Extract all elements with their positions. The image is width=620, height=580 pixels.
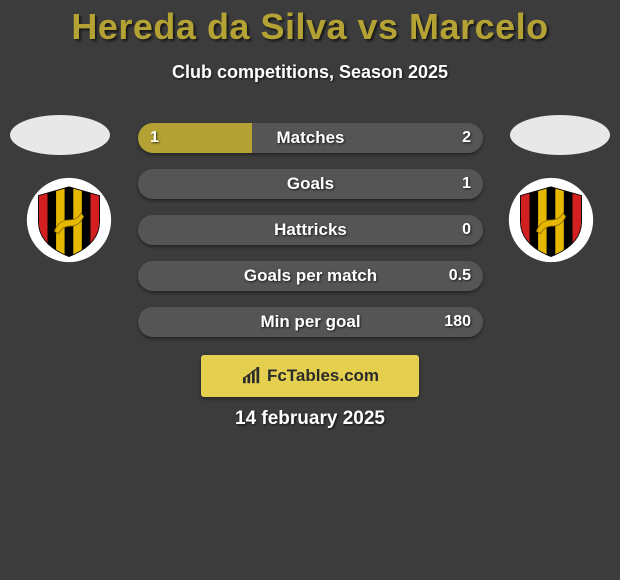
bar-segment-right <box>252 123 483 153</box>
stat-bars: Matches12 Goals1 Hattricks0 Goals per match… <box>138 123 483 353</box>
shield-icon <box>26 177 112 263</box>
bar-segment-right <box>138 307 483 337</box>
subtitle: Club competitions, Season 2025 <box>0 62 620 83</box>
stat-row: Goals1 <box>138 169 483 199</box>
bar-segment-right <box>138 169 483 199</box>
barchart-icon <box>241 367 263 385</box>
date-label: 14 february 2025 <box>0 408 620 430</box>
source-text: FcTables.com <box>267 366 379 386</box>
team-badge-right <box>508 177 594 263</box>
player-avatar-left <box>10 115 110 155</box>
stat-row: Goals per match0.5 <box>138 261 483 291</box>
shield-icon <box>508 177 594 263</box>
source-banner: FcTables.com <box>201 355 419 397</box>
bar-segment-right <box>138 215 483 245</box>
stat-row: Matches12 <box>138 123 483 153</box>
stat-row: Hattricks0 <box>138 215 483 245</box>
player-avatar-right <box>510 115 610 155</box>
bar-segment-left <box>138 123 252 153</box>
stat-row: Min per goal180 <box>138 307 483 337</box>
team-badge-left <box>26 177 112 263</box>
bar-segment-right <box>138 261 483 291</box>
page-title: Hereda da Silva vs Marcelo <box>0 0 620 48</box>
